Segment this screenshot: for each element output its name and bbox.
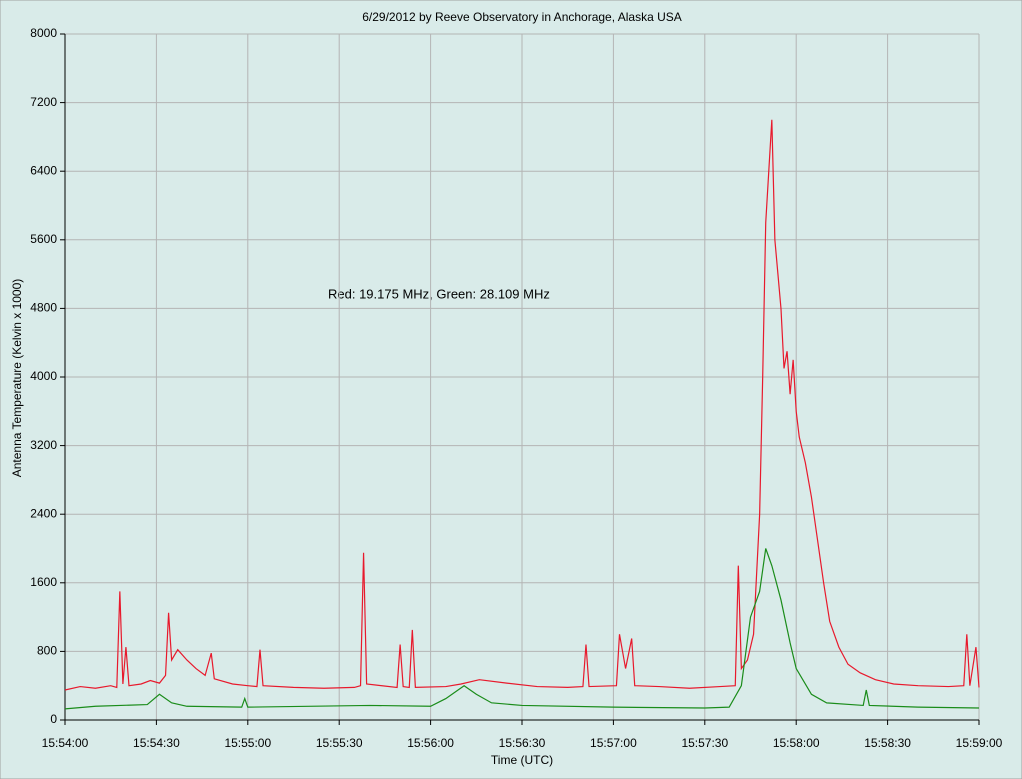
y-tick-label: 4800 <box>30 301 57 315</box>
x-tick-label: 15:57:00 <box>590 736 637 750</box>
x-tick-label: 15:55:00 <box>224 736 271 750</box>
x-tick-label: 15:58:30 <box>864 736 911 750</box>
series-line <box>64 548 980 710</box>
y-tick-label: 4000 <box>30 369 57 383</box>
y-tick-label: 0 <box>50 712 57 726</box>
y-tick-label: 5600 <box>30 232 57 246</box>
x-tick-label: 15:57:30 <box>681 736 728 750</box>
chart-title: 6/29/2012 by Reeve Observatory in Anchor… <box>362 10 682 24</box>
x-tick-label: 15:55:30 <box>316 736 363 750</box>
y-tick-label: 3200 <box>30 438 57 452</box>
y-tick-label: 2400 <box>30 506 57 520</box>
y-tick-label: 8000 <box>30 26 57 40</box>
x-tick-label: 15:54:00 <box>42 736 89 750</box>
y-tick-label: 6400 <box>30 163 57 177</box>
series-line <box>64 119 980 691</box>
x-tick-label: 15:54:30 <box>133 736 180 750</box>
annotation: Red: 19.175 MHz, Green: 28.109 MHz <box>328 286 550 301</box>
y-axis-label: Antenna Temperature (Kelvin x 1000) <box>10 279 24 478</box>
y-tick-label: 800 <box>37 644 57 658</box>
x-axis-label: Time (UTC) <box>491 753 553 767</box>
y-tick-label: 7200 <box>30 95 57 109</box>
x-tick-label: 15:56:30 <box>499 736 546 750</box>
x-tick-label: 15:58:00 <box>773 736 820 750</box>
y-tick-label: 1600 <box>30 575 57 589</box>
x-tick-label: 15:56:00 <box>407 736 454 750</box>
x-tick-label: 15:59:00 <box>956 736 1003 750</box>
